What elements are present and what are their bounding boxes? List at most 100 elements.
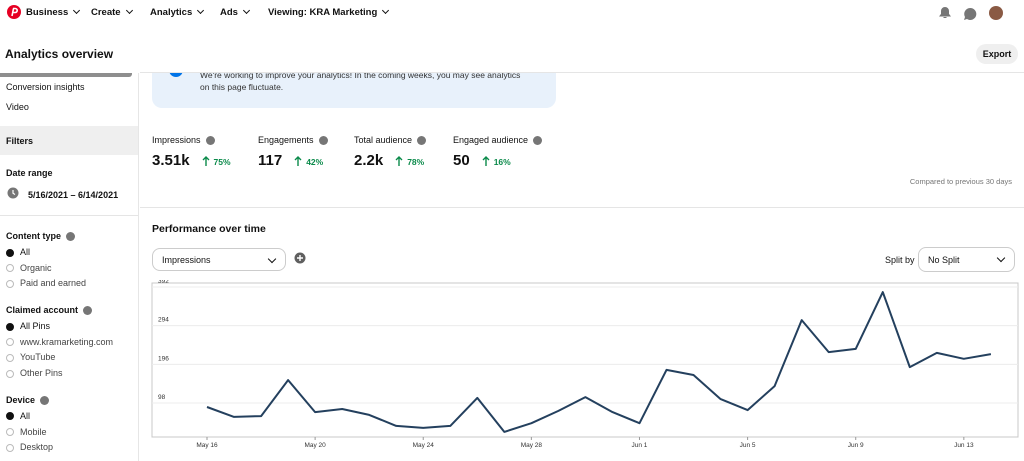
section-divider <box>140 207 1024 208</box>
metric-label-row: Engagements <box>258 135 328 146</box>
filter-option[interactable]: Paid and earned <box>6 276 136 292</box>
filter-group-title: Device <box>6 394 36 405</box>
x-tick-label: May 28 <box>521 442 543 449</box>
x-tick-label: May 24 <box>413 442 435 449</box>
option-label: All <box>20 247 31 257</box>
plot-frame <box>151 282 1019 438</box>
filter-group-label: Claimed account <box>6 301 136 319</box>
export-button[interactable]: Export <box>976 44 1018 64</box>
nav-item[interactable]: Create <box>91 7 132 18</box>
messages-icon[interactable] <box>964 7 977 20</box>
banner-text: We're working to improve your analytics!… <box>200 69 520 93</box>
comparison-note: Compared to previous 30 days <box>909 177 1012 186</box>
filter-option[interactable]: All <box>6 245 136 261</box>
nav-item[interactable]: Business <box>26 7 79 18</box>
metric-value: 3.51k <box>152 152 190 170</box>
y-tick-label: 294 <box>158 317 169 324</box>
radio[interactable] <box>6 338 14 347</box>
metric-label: Engagements <box>258 135 314 145</box>
filter-option[interactable]: Mobile <box>6 425 136 441</box>
clock-icon <box>7 187 19 199</box>
info-icon[interactable] <box>318 136 328 146</box>
info-icon[interactable] <box>83 306 93 316</box>
filters-band <box>0 126 138 155</box>
change-value: 16% <box>493 157 511 168</box>
nav-item[interactable]: Ads <box>220 7 249 18</box>
radio[interactable] <box>6 369 14 378</box>
option-label: Paid and earned <box>20 278 87 289</box>
change-value: 42% <box>306 157 324 168</box>
option-label: Desktop <box>20 442 54 453</box>
metric-change: 16% <box>482 156 511 168</box>
filter-option[interactable]: All Pins <box>6 319 136 335</box>
metric-label-row: Total audience <box>354 135 427 146</box>
metric-label-row: Impressions <box>152 135 231 146</box>
option-label: All <box>20 410 31 421</box>
info-icon[interactable] <box>66 232 75 242</box>
metric-label: Engaged audience <box>453 135 529 145</box>
avatar[interactable] <box>989 6 1003 20</box>
nav-icons <box>939 6 1003 20</box>
info-icon[interactable] <box>533 136 543 146</box>
radio[interactable] <box>6 322 14 331</box>
filter-group-title: Content type <box>6 231 61 241</box>
radio[interactable] <box>6 248 14 257</box>
option-label: Mobile <box>20 426 47 437</box>
filter-option[interactable]: All <box>6 409 136 425</box>
metric-row: 2.2k 78% <box>354 152 426 170</box>
info-icon[interactable] <box>205 136 215 146</box>
filter-option[interactable]: Organic <box>6 261 136 277</box>
chart-title: Performance over time <box>152 223 266 235</box>
metric-label: Impressions <box>152 135 201 145</box>
top-nav: Business Create Analytics Ads Viewing: KRA M… <box>0 0 1024 26</box>
add-metric-button[interactable] <box>294 252 306 264</box>
scroll-indicator <box>0 73 132 77</box>
filter-option[interactable]: Other Pins <box>6 366 136 382</box>
filter-option[interactable]: www.kramarketing.com <box>6 335 136 351</box>
up-arrow <box>395 156 403 167</box>
nav-item[interactable]: Viewing: KRA Marketing <box>268 7 388 18</box>
filter-option[interactable]: Desktop <box>6 440 136 456</box>
change-value: 75% <box>213 157 231 168</box>
metric-row: 50 16% <box>453 152 542 170</box>
date-range-label: Date range <box>6 168 53 178</box>
metric-change: 75% <box>202 156 231 168</box>
metric-change: 42% <box>294 156 324 168</box>
radio[interactable] <box>6 280 14 288</box>
sidebar-divider <box>0 215 138 216</box>
nav-item[interactable]: Analytics <box>150 7 203 18</box>
filters-title: Filters <box>6 136 34 146</box>
split-label: Split by <box>885 255 915 265</box>
radio[interactable] <box>6 354 14 363</box>
radio[interactable] <box>6 443 14 452</box>
metric-value: 50 <box>453 152 470 170</box>
date-range-value[interactable]: 5/16/2021 – 6/14/2021 <box>28 190 119 200</box>
x-tick-label: Jun 5 <box>740 442 756 449</box>
metric-label-row: Engaged audience <box>453 135 543 146</box>
up-arrow <box>482 156 490 167</box>
radio[interactable] <box>6 428 14 437</box>
sidebar-link[interactable]: Video <box>6 102 29 112</box>
metric-change: 78% <box>395 156 425 168</box>
metric-value: 2.2k <box>354 152 384 170</box>
x-tick-label: May 20 <box>304 442 326 449</box>
metric: Impressions 3.51k 75% <box>152 135 231 170</box>
metric-dropdown[interactable]: Impressions <box>152 248 286 271</box>
notifications-icon[interactable] <box>939 7 951 18</box>
pinterest-logo[interactable] <box>7 5 21 19</box>
info-icon[interactable] <box>417 136 427 146</box>
filter-group-label: Content type <box>6 227 136 245</box>
filter-option[interactable]: YouTube <box>6 350 136 366</box>
radio[interactable] <box>6 264 14 273</box>
header-divider <box>140 72 1024 73</box>
sidebar-link[interactable]: Conversion insights <box>6 82 85 92</box>
line-chart: 98 196 294 392 May 16 May 20 May 24 May 28 Jun 1… <box>151 280 1019 449</box>
metric-value: 117 <box>258 152 283 170</box>
split-dropdown[interactable]: No Split <box>918 247 1015 272</box>
data-line <box>206 291 992 433</box>
info-icon[interactable] <box>40 395 50 405</box>
change-value: 78% <box>407 157 425 168</box>
radio[interactable] <box>6 412 14 421</box>
up-arrow <box>294 156 302 167</box>
